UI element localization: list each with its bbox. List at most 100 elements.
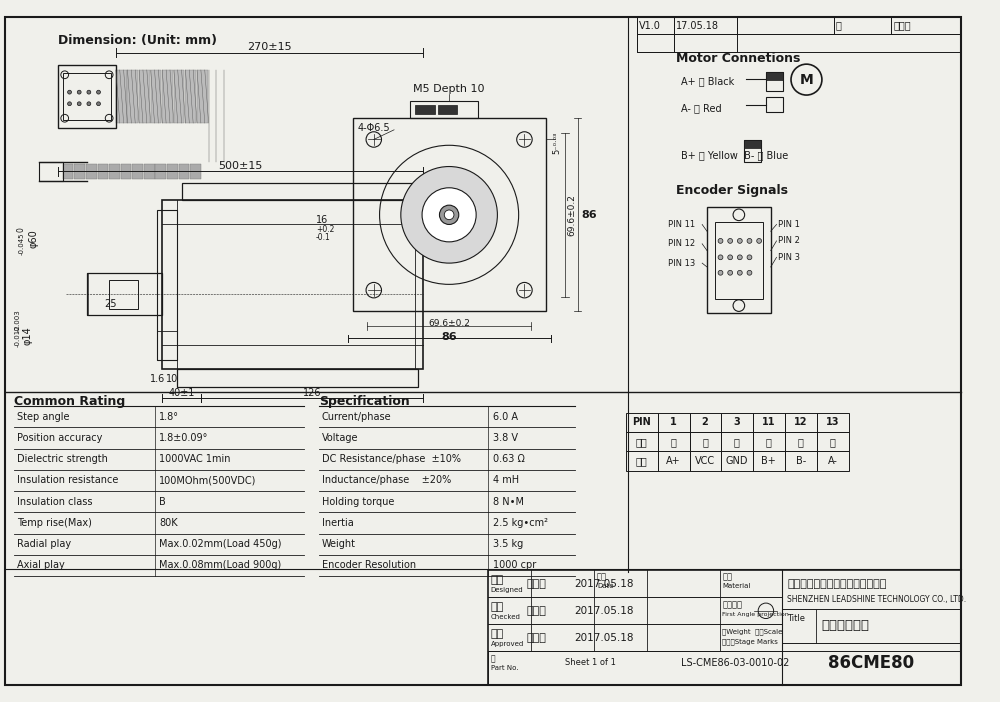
Text: -0.003: -0.003 — [14, 310, 20, 333]
Text: -0.1: -0.1 — [316, 232, 331, 241]
Text: First Angle projection: First Angle projection — [722, 612, 789, 617]
Text: B-: B- — [796, 456, 806, 466]
Bar — [63, 164, 73, 179]
Bar — [766, 97, 783, 112]
Text: 86: 86 — [581, 210, 597, 220]
Circle shape — [401, 166, 497, 263]
Text: B: B — [159, 497, 166, 507]
Text: GND: GND — [726, 456, 748, 466]
Text: 2017.05.18: 2017.05.18 — [574, 578, 633, 589]
Text: Motor Connetions: Motor Connetions — [676, 52, 800, 65]
Text: M: M — [800, 72, 813, 86]
Circle shape — [718, 270, 723, 275]
Text: 白: 白 — [734, 437, 740, 446]
Text: A+: A+ — [666, 456, 680, 466]
Text: 11: 11 — [762, 418, 776, 428]
Bar — [766, 72, 783, 91]
Text: Inertia: Inertia — [322, 518, 353, 528]
Bar — [834, 17, 891, 34]
Text: Designed: Designed — [491, 587, 523, 592]
Bar — [753, 413, 785, 432]
Text: 6.0 A: 6.0 A — [493, 411, 518, 422]
Text: -0.012: -0.012 — [14, 324, 20, 347]
Bar — [121, 164, 131, 179]
Bar — [151, 70, 161, 123]
Circle shape — [757, 239, 762, 244]
Text: 270±15: 270±15 — [247, 41, 292, 52]
Text: Dielectric strength: Dielectric strength — [17, 454, 108, 464]
Text: 图: 图 — [491, 654, 495, 663]
Text: 日期: 日期 — [597, 573, 607, 581]
Circle shape — [728, 255, 733, 260]
Text: 10: 10 — [166, 374, 178, 384]
Bar — [753, 432, 785, 451]
Bar — [157, 331, 177, 359]
Text: 1.8±0.09°: 1.8±0.09° — [159, 433, 209, 443]
Text: SHENZHEN LEADSHINE TECHNOLOGY CO., LTD.: SHENZHEN LEADSHINE TECHNOLOGY CO., LTD. — [787, 595, 966, 604]
Bar — [438, 105, 457, 114]
Text: Position accuracy: Position accuracy — [17, 433, 103, 443]
Text: 4 mH: 4 mH — [493, 475, 519, 485]
Text: 颜色: 颜色 — [635, 437, 647, 446]
Text: Max.0.08mm(Load 900g): Max.0.08mm(Load 900g) — [159, 560, 282, 571]
Text: 王洪松: 王洪松 — [893, 20, 911, 30]
Bar — [488, 651, 961, 685]
Text: M5 Depth 10: M5 Depth 10 — [413, 84, 485, 94]
Bar — [637, 34, 961, 51]
Bar — [116, 70, 127, 123]
Bar — [674, 17, 737, 34]
Bar — [39, 161, 63, 181]
Text: 1000VAC 1min: 1000VAC 1min — [159, 454, 231, 464]
Circle shape — [718, 255, 723, 260]
Text: 5⁻⁰·⁰³: 5⁻⁰·⁰³ — [553, 131, 562, 154]
Bar — [637, 17, 961, 34]
Text: Material: Material — [722, 583, 751, 589]
Text: 混合伺服电机: 混合伺服电机 — [821, 618, 869, 632]
Bar — [753, 451, 785, 471]
Bar — [817, 451, 849, 471]
Bar — [785, 432, 817, 451]
Text: 40±1: 40±1 — [168, 388, 195, 397]
Text: 1.6: 1.6 — [150, 374, 165, 384]
Text: 审核: 审核 — [491, 602, 504, 612]
Text: 69.6±0.2: 69.6±0.2 — [428, 319, 470, 329]
Circle shape — [718, 239, 723, 244]
Text: PIN 2: PIN 2 — [778, 237, 800, 246]
Bar — [109, 279, 138, 308]
Text: Max.0.02mm(Load 450g): Max.0.02mm(Load 450g) — [159, 539, 282, 549]
Text: PIN 1: PIN 1 — [778, 220, 800, 229]
Bar — [817, 413, 849, 432]
Bar — [626, 413, 658, 432]
Text: Temp rise(Max): Temp rise(Max) — [17, 518, 92, 528]
Text: Step angle: Step angle — [17, 411, 70, 422]
Circle shape — [439, 205, 459, 225]
Bar — [715, 222, 763, 299]
Bar — [817, 432, 849, 451]
Text: 重Weight  比例Scale: 重Weight 比例Scale — [722, 629, 783, 635]
Text: 500±15: 500±15 — [218, 161, 263, 171]
Circle shape — [737, 270, 742, 275]
Text: 2: 2 — [702, 418, 708, 428]
Bar — [174, 70, 184, 123]
Text: Sheet 1 of 1: Sheet 1 of 1 — [565, 658, 616, 668]
Text: Voltage: Voltage — [322, 433, 358, 443]
Text: Approved: Approved — [491, 641, 524, 647]
Text: PIN 3: PIN 3 — [778, 253, 800, 262]
Text: 功能: 功能 — [635, 456, 647, 466]
Text: 材料: 材料 — [722, 573, 732, 581]
Text: 69.6±0.2: 69.6±0.2 — [567, 194, 576, 236]
Text: Axial play: Axial play — [17, 560, 65, 571]
Text: 0.63 Ω: 0.63 Ω — [493, 454, 524, 464]
Text: 1000 cpr: 1000 cpr — [493, 560, 536, 571]
Text: +0.2: +0.2 — [316, 225, 334, 234]
Bar — [139, 70, 150, 123]
Text: Holding torque: Holding torque — [322, 497, 394, 507]
Text: Insulation resistance: Insulation resistance — [17, 475, 119, 485]
Bar — [155, 164, 166, 179]
Text: 粗糙度Stage Marks: 粗糙度Stage Marks — [722, 638, 778, 645]
Bar — [690, 451, 721, 471]
Text: 王洪松: 王洪松 — [526, 578, 546, 589]
Text: B+ 黄 Yellow  B- 蓝 Blue: B+ 黄 Yellow B- 蓝 Blue — [681, 150, 788, 160]
Bar — [744, 140, 761, 161]
Bar — [737, 17, 834, 34]
